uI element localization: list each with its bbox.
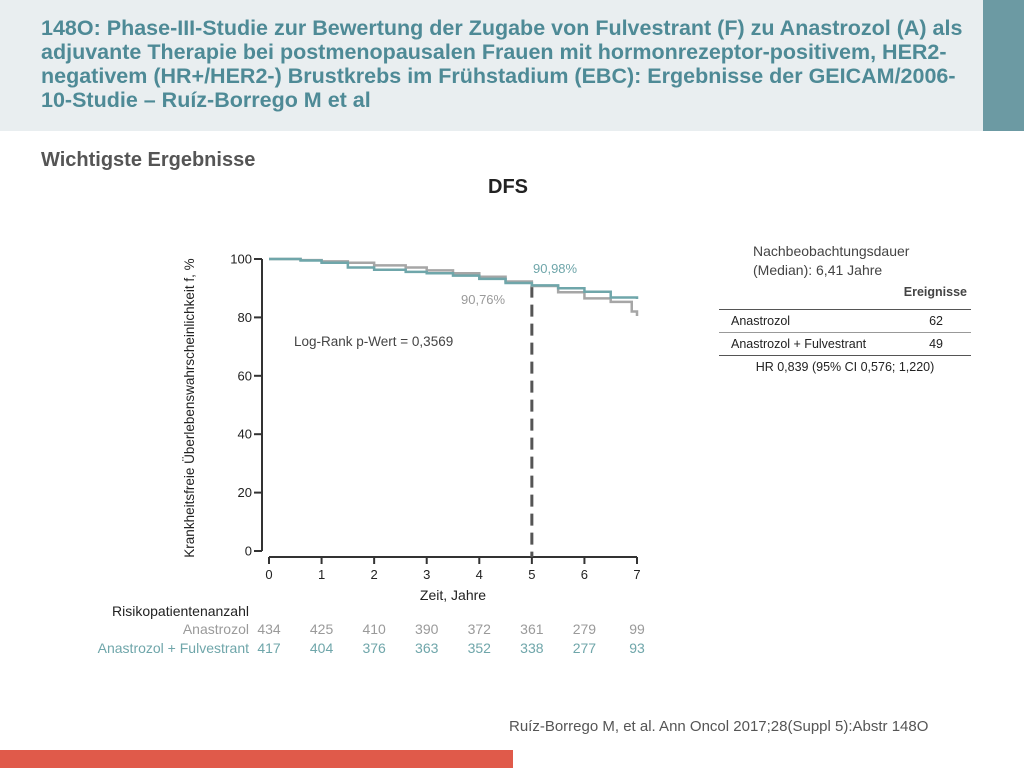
x-tick-label: 7 — [633, 567, 640, 582]
x-tick-label: 2 — [371, 567, 378, 582]
title-banner-accent — [983, 0, 1024, 131]
risk-row-label: Anastrozol — [183, 621, 249, 637]
risk-row-value: 277 — [573, 640, 597, 656]
followup-line1: Nachbeobachtungsdauer — [753, 243, 910, 259]
y-tick-label: 20 — [238, 485, 252, 500]
x-tick-label: 0 — [265, 567, 272, 582]
risk-row-value: 417 — [257, 640, 281, 656]
chart-series: 90,98% 90,76% Log-Rank p-Wert = 0,3569 — [269, 257, 639, 557]
logrank-label: Log-Rank p-Wert = 0,3569 — [294, 334, 453, 349]
section-subtitle: Wichtigste Ergebnisse — [41, 149, 256, 171]
events-row-value: 49 — [903, 332, 971, 356]
y-tick-label: 80 — [238, 310, 252, 325]
y-tick-label: 100 — [230, 252, 252, 267]
y-tick-label: 60 — [238, 368, 252, 383]
x-tick-label: 4 — [476, 567, 483, 582]
risk-row-value: 434 — [257, 621, 281, 637]
events-table: Ereignisse Anastrozol 62 Anastrozol + Fu… — [719, 282, 971, 378]
events-header: Ereignisse — [903, 285, 967, 299]
risk-row-value: 404 — [310, 640, 334, 656]
x-tick-label: 3 — [423, 567, 430, 582]
risk-row-label: Anastrozol + Fulvestrant — [98, 640, 249, 656]
chart-axes: 0 20 40 60 80 100 0 1 2 3 4 5 6 7 Zeit, Jahre Krankheit… — [182, 252, 641, 604]
annotation-a-5yr: 90,76% — [461, 292, 506, 307]
risk-table-title: Risikopatientenanzahl — [112, 603, 249, 619]
chart-title: DFS — [488, 176, 528, 198]
annotation-af-5yr: 90,98% — [533, 261, 578, 276]
hazard-ratio-row: HR 0,839 (95% CI 0,576; 1,220) — [719, 355, 971, 378]
x-tick-label: 5 — [528, 567, 535, 582]
events-row-label: Anastrozol + Fulvestrant — [719, 332, 904, 356]
risk-row-value: 425 — [310, 621, 334, 637]
slide-title: 148O: Phase-III-Studie zur Bewertung der… — [41, 16, 963, 112]
risk-row-value: 361 — [520, 621, 544, 637]
risk-row-value: 376 — [362, 640, 386, 656]
series-line-anastrozol-fulvestrant — [269, 257, 639, 300]
events-row: Anastrozol + Fulvestrant 49 — [719, 332, 971, 356]
y-axis-label: Krankheitsfreie Überlebenswahrscheinlich… — [182, 258, 197, 557]
x-tick-label: 1 — [318, 567, 325, 582]
risk-row-value: 279 — [573, 621, 597, 637]
risk-row-value: 410 — [362, 621, 386, 637]
risk-row-value: 363 — [415, 640, 439, 656]
events-row: Anastrozol 62 — [719, 309, 971, 333]
followup-line2: (Median): 6,41 Jahre — [753, 262, 883, 278]
risk-row-value: 372 — [468, 621, 492, 637]
y-tick-label: 40 — [238, 427, 252, 442]
citation: Ruíz-Borrego M, et al. Ann Oncol 2017;28… — [509, 718, 929, 735]
events-row-label: Anastrozol — [719, 309, 904, 333]
risk-row-value: 93 — [629, 640, 645, 656]
footer-accent-bar — [0, 750, 513, 768]
x-tick-label: 6 — [581, 567, 588, 582]
risk-row-value: 99 — [629, 621, 645, 637]
risk-row-value: 338 — [520, 640, 544, 656]
risk-row-value: 390 — [415, 621, 439, 637]
followup-note: Nachbeobachtungsdauer (Median): 6,41 Jah… — [753, 242, 973, 280]
y-tick-label: 0 — [245, 544, 252, 559]
risk-table: Risikopatientenanzahl Anastrozol 434 425 410… — [98, 603, 645, 656]
risk-row-value: 352 — [468, 640, 492, 656]
events-row-value: 62 — [903, 309, 971, 333]
hazard-ratio: HR 0,839 (95% CI 0,576; 1,220) — [719, 355, 971, 378]
x-axis-label: Zeit, Jahre — [420, 587, 486, 603]
title-banner — [0, 0, 983, 131]
